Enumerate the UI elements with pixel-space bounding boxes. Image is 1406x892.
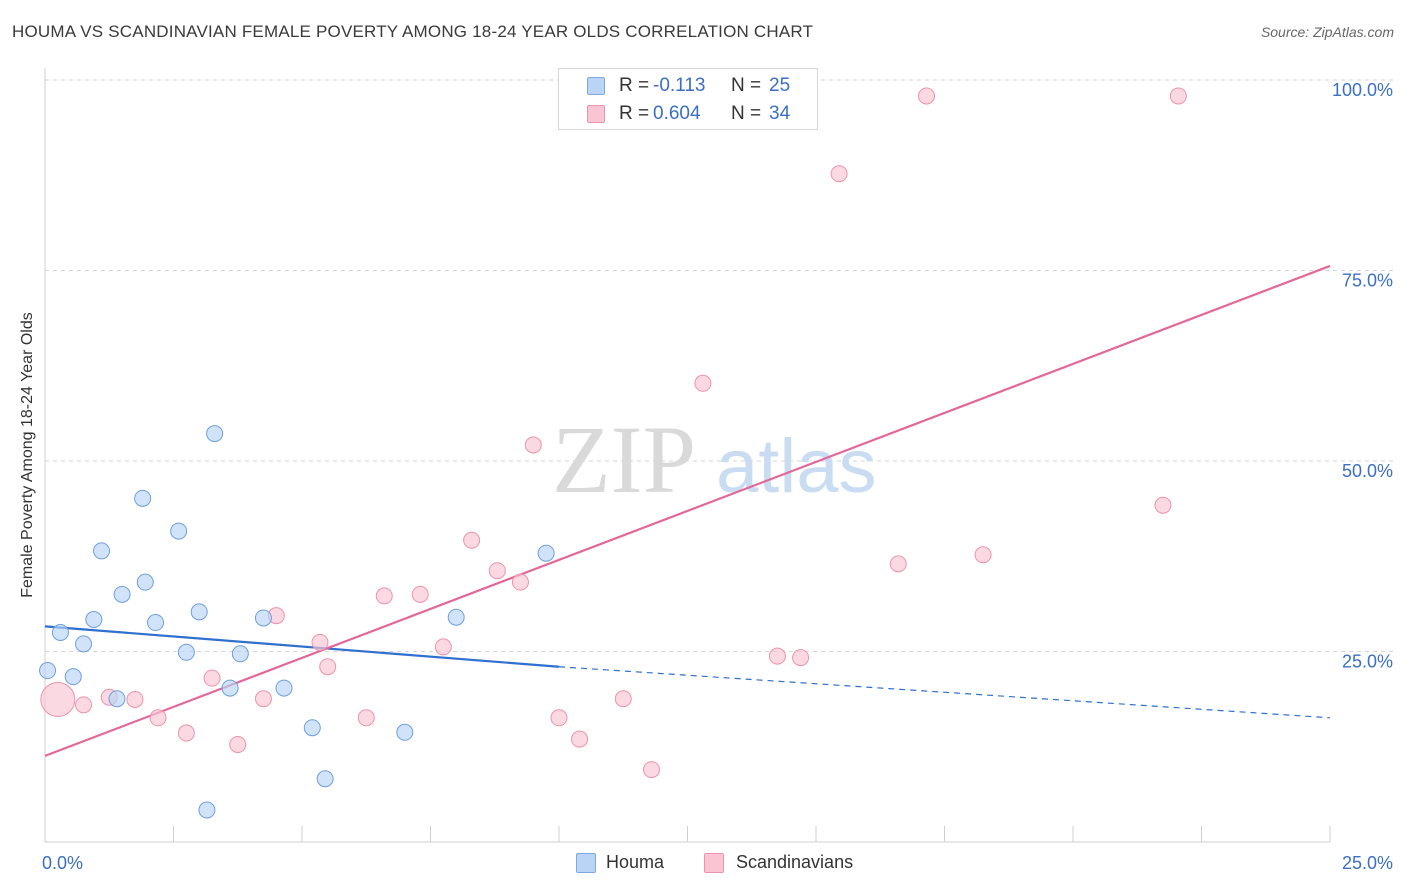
data-point-scandinavians [357,709,375,727]
data-point-houma [198,801,216,819]
data-point-scandinavians [229,735,247,753]
data-point-scandinavians [550,709,568,727]
scandinavians-swatch [587,105,605,123]
legend-row-houma: R = -0.113 N = 25 [559,71,817,99]
data-point-scandinavians [434,638,452,656]
data-point-houma [231,645,249,663]
data-point-scandinavians [524,436,542,454]
chart-title: HOUMA VS SCANDINAVIAN FEMALE POVERTY AMO… [12,22,814,41]
data-point-houma [39,662,57,680]
tick-labels: 25.0% 50.0% 75.0% 100.0% 0.0% 25.0% [42,80,1393,873]
trend-extension-houma [558,666,1331,719]
data-point-houma [134,489,152,507]
data-point-scandinavians [319,658,337,676]
n-value: 25 [769,75,791,96]
data-point-scandinavians [571,730,589,748]
houma-legend-label: Houma [606,852,665,872]
data-point-houma [85,610,103,628]
y-tick-label: 75.0% [1342,271,1393,291]
data-point-houma [447,608,465,626]
data-point-scandinavians [643,761,661,779]
houma-swatch [587,77,605,95]
data-point-houma [136,573,154,591]
gridlines [45,79,1395,652]
data-point-houma [51,623,69,641]
data-point-scandinavians [375,587,393,605]
x-tick-label: 0.0% [42,853,83,873]
data-point-houma [537,544,555,562]
data-point-scandinavians [254,690,272,708]
data-point-houma [275,679,293,697]
houma-legend-swatch [576,853,596,873]
data-point-houma [93,542,111,560]
data-point-houma [108,690,126,708]
n-value: 34 [769,103,791,124]
data-point-houma [396,723,414,741]
data-point-houma [254,609,272,627]
data-point-scandinavians [974,546,992,564]
data-point-houma [75,635,93,653]
watermark-atlas: atlas [716,424,877,509]
data-point-houma [190,603,208,621]
data-point-scandinavians [126,691,144,709]
legend-row-scandinavians: R = 0.604 N = 34 [559,99,817,127]
data-point-scandinavians [75,696,93,714]
data-point-scandinavians [768,647,786,665]
data-point-scandinavians [918,87,936,105]
data-point-houma [170,522,188,540]
data-point-scandinavians [488,562,506,580]
x-tick-label: 25.0% [1342,853,1393,873]
data-point-houma [206,425,224,443]
data-point-scandinavians [614,690,632,708]
data-point-scandinavians [411,585,429,603]
data-point-scandinavians [203,669,221,687]
data-point-scandinavians [177,724,195,742]
data-point-scandinavians [889,555,907,573]
data-point-houma [64,668,82,686]
r-label: R = [619,75,650,96]
source-label: Source: ZipAtlas.com [1260,24,1394,40]
axes [44,68,1331,843]
data-point-scandinavians [149,709,167,727]
r-value: -0.113 [653,75,706,96]
data-point-scandinavians [830,165,848,183]
trend-line-houma [44,625,560,668]
data-point-houma [177,643,195,661]
data-points [39,82,1187,819]
data-point-scandinavians [792,649,810,667]
r-label: R = [619,103,650,124]
data-point-scandinavians [694,374,712,392]
data-point-houma [221,679,239,697]
y-tick-label: 50.0% [1342,461,1393,481]
n-label: N = [731,103,762,124]
correlation-legend: R = -0.113 N = 25 R = 0.604 N = 34 [558,68,818,130]
data-point-scandinavians [463,531,481,549]
scandinavians-legend-swatch [704,853,724,873]
data-point-scandinavians [1169,87,1187,105]
watermark: ZIP atlas [552,406,877,513]
trend-line-scandinavians [44,264,1331,757]
scandinavians-legend-label: Scandinavians [736,852,854,872]
data-point-houma [316,770,334,788]
trend-lines [44,264,1331,757]
data-point-houma [147,614,165,632]
y-tick-label: 25.0% [1342,652,1393,672]
data-point-scandinavians [1154,496,1172,514]
data-point-scandinavians [40,682,76,718]
watermark-zip: ZIP [552,406,696,513]
y-tick-label: 100.0% [1332,80,1393,100]
data-point-houma [303,719,321,737]
data-point-scandinavians [311,633,329,651]
data-point-scandinavians [511,573,529,591]
r-value: 0.604 [653,103,701,124]
n-label: N = [731,75,762,96]
data-point-houma [113,585,131,603]
